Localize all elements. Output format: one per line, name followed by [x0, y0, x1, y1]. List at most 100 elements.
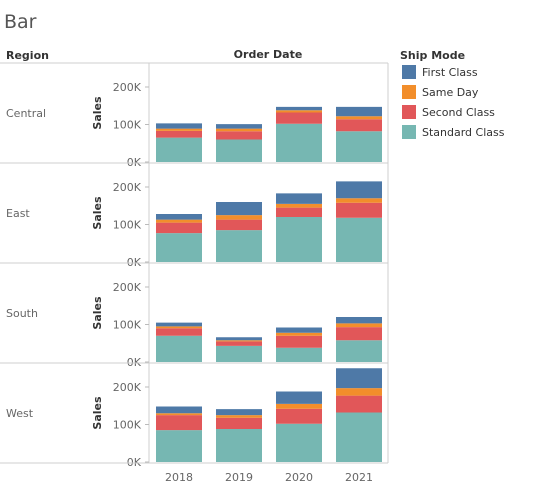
bar-east-2020-second-class — [276, 207, 322, 217]
x-tick-label: 2021 — [345, 471, 373, 484]
legend-swatch-same-day — [402, 85, 416, 99]
row-header: Region — [6, 49, 49, 62]
bar-south-2018-second-class — [156, 328, 202, 336]
bar-south-2018-same-day — [156, 326, 202, 329]
legend-swatch-standard-class — [402, 125, 416, 139]
bar-central-2021-second-class — [336, 119, 382, 132]
y-tick-label: 100K — [113, 319, 142, 332]
bar-central-2019-standard-class — [216, 139, 262, 162]
y-tick-label: 200K — [113, 81, 142, 94]
bar-west-2019-standard-class — [216, 429, 262, 462]
legend-swatch-second-class — [402, 105, 416, 119]
bar-west-2021-standard-class — [336, 412, 382, 462]
bar-east-2019-first-class — [216, 202, 262, 216]
bar-west-2020-standard-class — [276, 423, 322, 462]
y-tick-label: 200K — [113, 381, 142, 394]
bar-central-2018-first-class — [156, 123, 202, 129]
bar-east-2019-same-day — [216, 215, 262, 220]
bar-east-2021-second-class — [336, 202, 382, 218]
bar-east-2018-standard-class — [156, 233, 202, 262]
bar-central-2021-standard-class — [336, 131, 382, 162]
x-tick-label: 2018 — [165, 471, 193, 484]
bar-west-2018-second-class — [156, 415, 202, 431]
bar-east-2018-first-class — [156, 214, 202, 220]
bar-central-2020-standard-class — [276, 123, 322, 162]
bar-east-2018-same-day — [156, 219, 202, 223]
bar-east-2020-standard-class — [276, 217, 322, 262]
legend-label-first-class: First Class — [422, 66, 478, 79]
bar-south-2020-same-day — [276, 332, 322, 336]
bar-south-2019-standard-class — [216, 345, 262, 362]
bar-south-2021-second-class — [336, 327, 382, 341]
bar-west-2020-second-class — [276, 408, 322, 424]
legend-swatch-first-class — [402, 65, 416, 79]
chart-title: Bar — [4, 11, 37, 33]
y-axis-label: Sales — [91, 96, 104, 130]
bar-south-2019-first-class — [216, 337, 262, 341]
legend-label-second-class: Second Class — [422, 106, 495, 119]
bar-east-2018-second-class — [156, 222, 202, 234]
bar-west-2018-same-day — [156, 413, 202, 416]
bar-south-2021-same-day — [336, 323, 382, 328]
bar-central-2019-second-class — [216, 131, 262, 140]
region-label: South — [6, 307, 38, 320]
legend-label-standard-class: Standard Class — [422, 126, 505, 139]
bar-south-2018-first-class — [156, 322, 202, 327]
y-tick-label: 200K — [113, 281, 142, 294]
bar-central-2019-first-class — [216, 124, 262, 129]
y-tick-label: 100K — [113, 119, 142, 132]
bar-west-2019-first-class — [216, 409, 262, 416]
bar-west-2021-same-day — [336, 388, 382, 396]
bar-central-2018-standard-class — [156, 137, 202, 162]
y-tick-label: 100K — [113, 219, 142, 232]
bar-west-2018-standard-class — [156, 430, 202, 462]
x-tick-label: 2019 — [225, 471, 253, 484]
bar-south-2020-standard-class — [276, 347, 322, 362]
bar-south-2020-second-class — [276, 335, 322, 348]
y-tick-label: 100K — [113, 419, 142, 432]
bar-west-2018-first-class — [156, 406, 202, 414]
bar-west-2020-same-day — [276, 403, 322, 409]
bar-south-2020-first-class — [276, 327, 322, 333]
region-label: West — [6, 407, 34, 420]
bar-central-2020-second-class — [276, 112, 322, 124]
y-tick-label: 200K — [113, 181, 142, 194]
bar-south-2018-standard-class — [156, 335, 202, 362]
bar-central-2021-same-day — [336, 116, 382, 120]
bar-central-2019-same-day — [216, 128, 262, 132]
bar-west-2021-first-class — [336, 368, 382, 389]
bar-central-2021-first-class — [336, 106, 382, 117]
bar-east-2019-standard-class — [216, 230, 262, 262]
bar-east-2020-first-class — [276, 193, 322, 204]
bar-east-2021-standard-class — [336, 217, 382, 262]
bar-central-2020-same-day — [276, 110, 322, 113]
bar-central-2018-same-day — [156, 128, 202, 131]
bar-south-2019-same-day — [216, 340, 262, 342]
bar-east-2019-second-class — [216, 219, 262, 231]
bar-west-2019-second-class — [216, 417, 262, 429]
bar-south-2019-second-class — [216, 341, 262, 346]
y-axis-label: Sales — [91, 396, 104, 430]
bar-west-2021-second-class — [336, 395, 382, 413]
bar-west-2019-same-day — [216, 415, 262, 418]
bar-east-2020-same-day — [276, 203, 322, 208]
bar-east-2021-same-day — [336, 198, 382, 203]
x-axis: 2018 2019 2020 2021 — [165, 471, 373, 484]
bar-south-2021-first-class — [336, 317, 382, 324]
legend-title: Ship Mode — [400, 49, 465, 62]
y-axis-label: Sales — [91, 296, 104, 330]
column-header: Order Date — [234, 48, 303, 61]
bar-central-2018-second-class — [156, 130, 202, 138]
region-label: Central — [6, 107, 46, 120]
legend-label-same-day: Same Day — [422, 86, 479, 99]
legend: Ship Mode First Class Same Day Second Clas… — [400, 49, 505, 139]
bar-west-2020-first-class — [276, 391, 322, 404]
bar-central-2020-first-class — [276, 106, 322, 111]
bar-south-2021-standard-class — [336, 340, 382, 362]
